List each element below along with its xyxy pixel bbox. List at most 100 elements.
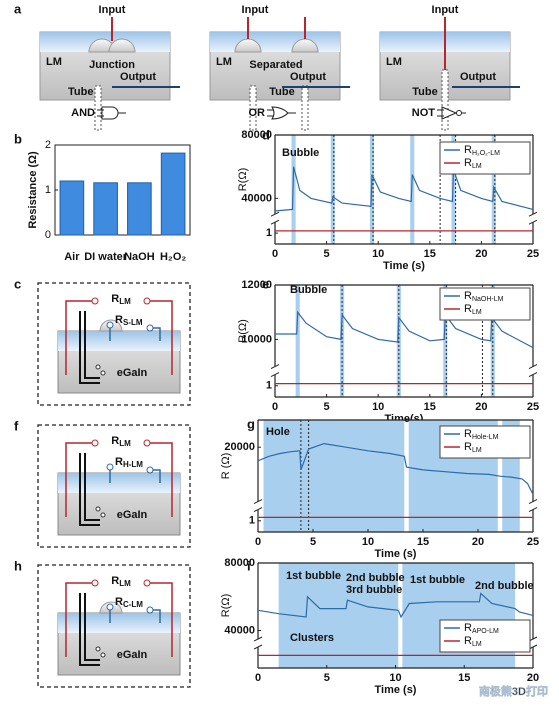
metal-label: eGaIn [117, 649, 148, 661]
legend-box [439, 619, 531, 653]
metal-label: eGaIn [117, 367, 148, 379]
lm-label: LM [216, 56, 232, 68]
legend-label: RH₂O₂-LM [464, 144, 500, 157]
terminal [146, 606, 154, 614]
legend-label-main: R [464, 290, 472, 302]
annotation: 1st bubble [410, 574, 465, 586]
bubble [95, 364, 101, 370]
annotation: 2nd bubble [475, 580, 534, 592]
tube-label: Tube [269, 86, 294, 98]
tube [249, 85, 257, 131]
main-resistance: RLM [111, 435, 131, 448]
axis-break [528, 219, 538, 225]
panel-label: e [262, 276, 269, 291]
y-tick-label: 40000 [241, 192, 272, 204]
legend-label-sub: LM [472, 641, 482, 648]
legend-label: RLM [464, 303, 482, 316]
probe-resistance-main: R [115, 596, 123, 608]
axis-break [253, 499, 263, 505]
legend-label-main: R [464, 441, 472, 453]
highlight-band [295, 285, 300, 397]
input-label: Input [432, 4, 459, 16]
legend-label: RHole-LM [464, 428, 499, 441]
highlight-band [443, 285, 448, 397]
probe-resistance-main: R [115, 456, 123, 468]
lm-layer [210, 32, 340, 52]
diagram-frame [37, 424, 191, 548]
diagram-frame [37, 564, 191, 688]
bubble [100, 512, 106, 518]
legend-label-sub: H₂O₂-LM [472, 150, 500, 157]
lm-label: LM [46, 56, 62, 68]
panel-label: a [14, 1, 22, 16]
tube [94, 85, 102, 131]
legend-label-main: R [464, 157, 472, 169]
terminal [106, 463, 114, 471]
annotation: 1st bubble [286, 570, 341, 582]
main-wire [65, 442, 173, 517]
axis-break [253, 636, 263, 642]
legend-label: RLM [464, 441, 482, 454]
main-resistance-sub: LM [119, 579, 131, 588]
panel-label: d [262, 127, 270, 142]
input-label: Input [242, 4, 269, 16]
panel-label: g [247, 416, 255, 431]
annotation: Clusters [290, 632, 334, 644]
axis-break [253, 644, 263, 650]
annotation: 2nd bubble [346, 572, 405, 584]
y-tick-label: 80000 [241, 129, 272, 141]
legend-label-main: R [464, 303, 472, 315]
watermark: 南极熊3D打印 [479, 684, 548, 698]
x-tick-label: 0 [272, 248, 278, 260]
bar [59, 180, 85, 236]
probe-resistance-sub: C-LM [123, 600, 143, 609]
y-tick-label: 0 [45, 229, 51, 241]
x-tick-label: 15 [458, 672, 470, 684]
legend-label: RLM [464, 635, 482, 648]
bubble [95, 646, 101, 652]
x-tick-label: 5 [324, 248, 330, 260]
main-wire [65, 582, 173, 657]
series-line [275, 310, 534, 349]
input-label: Input [99, 4, 126, 16]
annotation: Bubble [290, 284, 327, 296]
x-tick-label: 15 [417, 536, 429, 548]
axis-break [528, 499, 538, 505]
axis-break [270, 364, 280, 370]
diagram-frame [37, 282, 191, 406]
highlight-band [263, 420, 405, 532]
y-tick-label: 12000 [241, 279, 272, 291]
main-resistance-sub: LM [119, 297, 131, 306]
gate-symbol [456, 110, 462, 116]
x-tick-label: 10 [362, 536, 374, 548]
x-tick-label: 5 [310, 536, 316, 548]
axis-break [270, 219, 280, 225]
series-line [257, 592, 534, 619]
y-axis-label: R(Ω) [237, 319, 249, 343]
main-resistance-sub: LM [119, 439, 131, 448]
terminal [91, 579, 99, 587]
gate-label: AND [71, 107, 95, 119]
terminal [143, 579, 151, 587]
axis-break [528, 372, 538, 378]
axis-break [270, 211, 280, 217]
x-tick-label: 5 [324, 672, 330, 684]
terminal [146, 466, 154, 474]
highlight-band [330, 135, 335, 244]
annotation: 3rd bubble [346, 584, 402, 596]
annotation: Hole [266, 426, 290, 438]
y-tick-label: 1 [249, 515, 255, 527]
y-axis-label: Resistance (Ω) [27, 151, 39, 229]
panel-label: i [247, 558, 251, 573]
legend-label-main: R [464, 635, 472, 647]
tube [79, 593, 100, 666]
x-axis-label: Time (s) [375, 548, 417, 560]
gate-label: NOT [412, 107, 436, 119]
x-tick-label: 5 [324, 401, 330, 413]
terminal [143, 297, 151, 305]
panel-label: b [14, 131, 22, 146]
tube [301, 85, 309, 131]
series-line [257, 442, 534, 495]
main-resistance: RLM [111, 293, 131, 306]
